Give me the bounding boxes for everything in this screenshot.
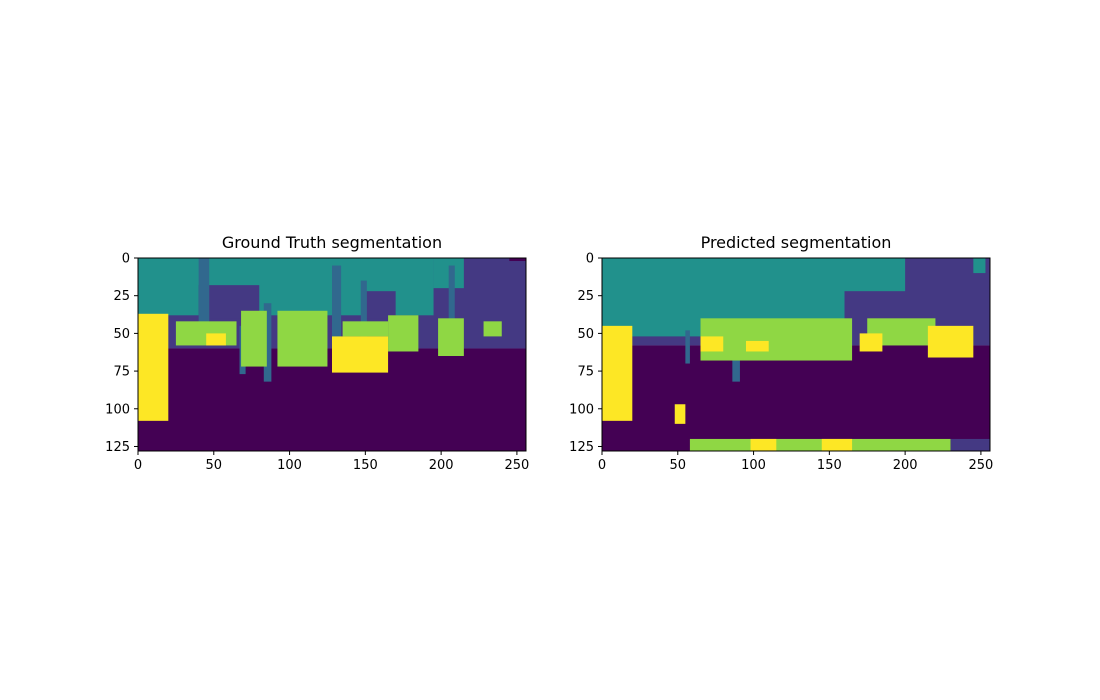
segment-car: [745, 340, 769, 352]
segment-person: [483, 321, 502, 337]
segment-car: [138, 313, 169, 421]
x-tick-label: 250: [504, 458, 529, 473]
y-axis: 0 25 50 75 100 125: [105, 252, 138, 455]
y-tick-label: 100: [569, 402, 594, 417]
x-tick-label: 150: [817, 458, 842, 473]
panel-title: Ground Truth segmentation: [222, 233, 442, 252]
x-tick-label: 0: [598, 458, 606, 473]
axes-frame: [601, 257, 991, 452]
x-tick-label: 0: [134, 458, 142, 473]
ground-truth-panel: Ground Truth segmentation 0 50 100 150 200 25…: [105, 233, 529, 473]
x-tick-label: 100: [741, 458, 766, 473]
segment-car: [750, 438, 777, 451]
y-axis: 0 25 50 75 100 125: [569, 252, 602, 455]
segment-pole: [332, 265, 342, 364]
segmentation-map: [138, 258, 526, 451]
segment-person: [241, 310, 267, 367]
x-tick-label: 150: [353, 458, 378, 473]
segment-car: [206, 333, 226, 346]
segment-pole: [263, 303, 272, 382]
segment-person: [438, 318, 464, 357]
predicted-panel: Predicted segmentation 0 50 100 150 200 250 0…: [569, 233, 993, 473]
y-tick-label: 25: [113, 289, 130, 304]
x-tick-label: 200: [429, 458, 454, 473]
segment-building: [950, 438, 990, 451]
segment-building: [365, 291, 396, 319]
segment-road: [602, 345, 990, 451]
segment-person: [342, 321, 389, 337]
segment-car: [700, 336, 724, 352]
x-axis: 0 50 100 150 200 250: [598, 451, 993, 473]
y-tick-label: 50: [113, 327, 130, 342]
segment-car: [821, 438, 853, 451]
segment-pole: [685, 330, 690, 364]
y-tick-label: 100: [105, 402, 130, 417]
x-tick-label: 200: [893, 458, 918, 473]
segment-vegetation: [973, 258, 986, 274]
y-tick-label: 25: [577, 289, 594, 304]
panel-title: Predicted segmentation: [701, 233, 892, 252]
segment-person: [689, 438, 951, 451]
y-tick-label: 75: [577, 365, 594, 380]
segment-car: [602, 325, 633, 421]
x-tick-label: 250: [968, 458, 993, 473]
segment-car: [332, 336, 389, 373]
y-tick-label: 125: [105, 440, 130, 455]
y-tick-label: 125: [569, 440, 594, 455]
segment-car: [859, 333, 883, 352]
x-tick-label: 50: [670, 458, 687, 473]
segment-car: [927, 325, 974, 358]
segment-pole: [198, 258, 210, 334]
x-tick-label: 100: [277, 458, 302, 473]
segment-person: [700, 318, 853, 361]
segment-person: [277, 310, 328, 367]
y-tick-label: 50: [577, 327, 594, 342]
segment-pole: [448, 265, 455, 326]
y-tick-label: 0: [586, 252, 594, 267]
x-tick-label: 50: [206, 458, 223, 473]
segmentation-map: [602, 258, 990, 451]
y-tick-label: 0: [122, 252, 130, 267]
segment-vegetation: [844, 258, 906, 292]
y-tick-label: 75: [113, 365, 130, 380]
segment-road: [509, 258, 526, 262]
x-axis: 0 50 100 150 200 250: [134, 451, 529, 473]
segment-person: [388, 315, 419, 352]
segment-pole: [360, 280, 367, 341]
segment-car: [674, 404, 686, 424]
axes-frame: [137, 257, 527, 452]
